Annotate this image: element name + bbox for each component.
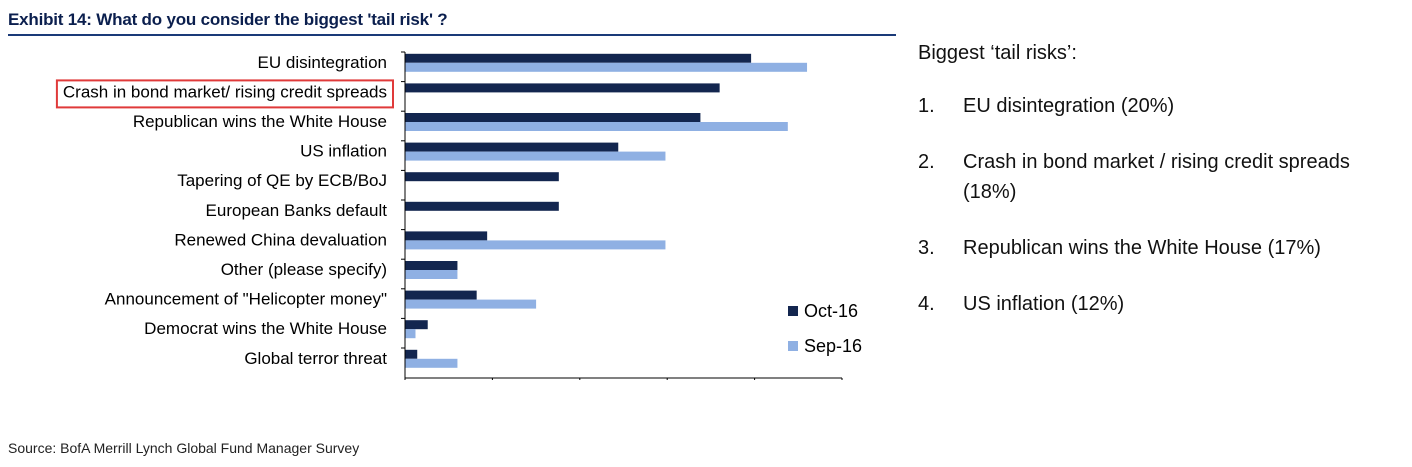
side-panel-heading: Biggest ‘tail risks’: bbox=[918, 42, 1077, 64]
list-item-number: 2. bbox=[918, 151, 935, 173]
tail-risk-list: 1. EU disintegration (20%) 2. Crash in b… bbox=[918, 91, 1408, 319]
side-panel: Biggest ‘tail risks’: 1. EU disintegrati… bbox=[918, 42, 1408, 345]
bar-sep-16 bbox=[405, 122, 788, 131]
bar-sep-16 bbox=[405, 299, 537, 309]
category-label: Renewed China devaluation bbox=[174, 230, 387, 249]
list-item-text: EU disintegration (20%) bbox=[963, 95, 1175, 117]
highlight-box bbox=[55, 79, 394, 109]
category-label: Crash in bond market/ rising credit spre… bbox=[63, 82, 387, 101]
category-label: Tapering of QE by ECB/BoJ bbox=[177, 171, 387, 190]
list-item-text: Crash in bond market / rising credit spr… bbox=[963, 151, 1350, 203]
bar-sep-16 bbox=[405, 358, 458, 368]
category-label: EU disintegration bbox=[258, 53, 387, 72]
bar-sep-16 bbox=[405, 240, 666, 250]
legend-swatch bbox=[788, 306, 798, 316]
category-label: Announcement of "Helicopter money" bbox=[105, 290, 387, 309]
list-item-text: Republican wins the White House (17%) bbox=[963, 237, 1321, 259]
bar-oct-16 bbox=[405, 53, 752, 63]
list-item: 3. Republican wins the White House (17%) bbox=[918, 233, 1408, 263]
category-label: US inflation bbox=[300, 142, 387, 161]
bar-sep-16 bbox=[405, 270, 458, 279]
category-label: Global terror threat bbox=[244, 349, 387, 368]
bar-sep-16 bbox=[405, 62, 808, 72]
tail-risk-bar-chart: EU disintegration Crash in bond market/ r… bbox=[55, 51, 862, 380]
bar-oct-16 bbox=[405, 83, 720, 93]
list-item: 4. US inflation (12%) bbox=[918, 289, 1408, 319]
category-label: Republican wins the White House bbox=[133, 112, 387, 131]
bar-sep-16 bbox=[405, 151, 666, 161]
source-note: Source: BofA Merrill Lynch Global Fund M… bbox=[8, 440, 360, 456]
bar-oct-16 bbox=[405, 231, 488, 241]
category-label: Democrat wins the White House bbox=[144, 319, 387, 338]
bar-sep-16 bbox=[405, 329, 416, 339]
list-item: 1. EU disintegration (20%) bbox=[918, 91, 1408, 121]
bar-oct-16 bbox=[405, 172, 559, 182]
bar-oct-16 bbox=[405, 290, 477, 300]
category-label: Other (please specify) bbox=[221, 260, 387, 279]
bar-oct-16 bbox=[405, 113, 701, 122]
legend-label: Oct-16 bbox=[804, 301, 858, 321]
list-item-number: 3. bbox=[918, 237, 935, 259]
title-divider bbox=[8, 34, 896, 36]
bar-oct-16 bbox=[405, 261, 458, 270]
bar-oct-16 bbox=[405, 142, 619, 152]
legend-swatch bbox=[788, 341, 798, 351]
list-item-text: US inflation (12%) bbox=[963, 293, 1125, 315]
bar-oct-16 bbox=[405, 349, 418, 359]
list-item: 2. Crash in bond market / rising credit … bbox=[918, 147, 1408, 207]
category-label: European Banks default bbox=[206, 201, 388, 220]
bar-oct-16 bbox=[405, 320, 428, 330]
bar-oct-16 bbox=[405, 201, 559, 211]
list-item-number: 4. bbox=[918, 293, 935, 315]
legend-label: Sep-16 bbox=[804, 336, 862, 356]
list-item-number: 1. bbox=[918, 95, 935, 117]
exhibit-title: Exhibit 14: What do you consider the big… bbox=[8, 10, 448, 29]
